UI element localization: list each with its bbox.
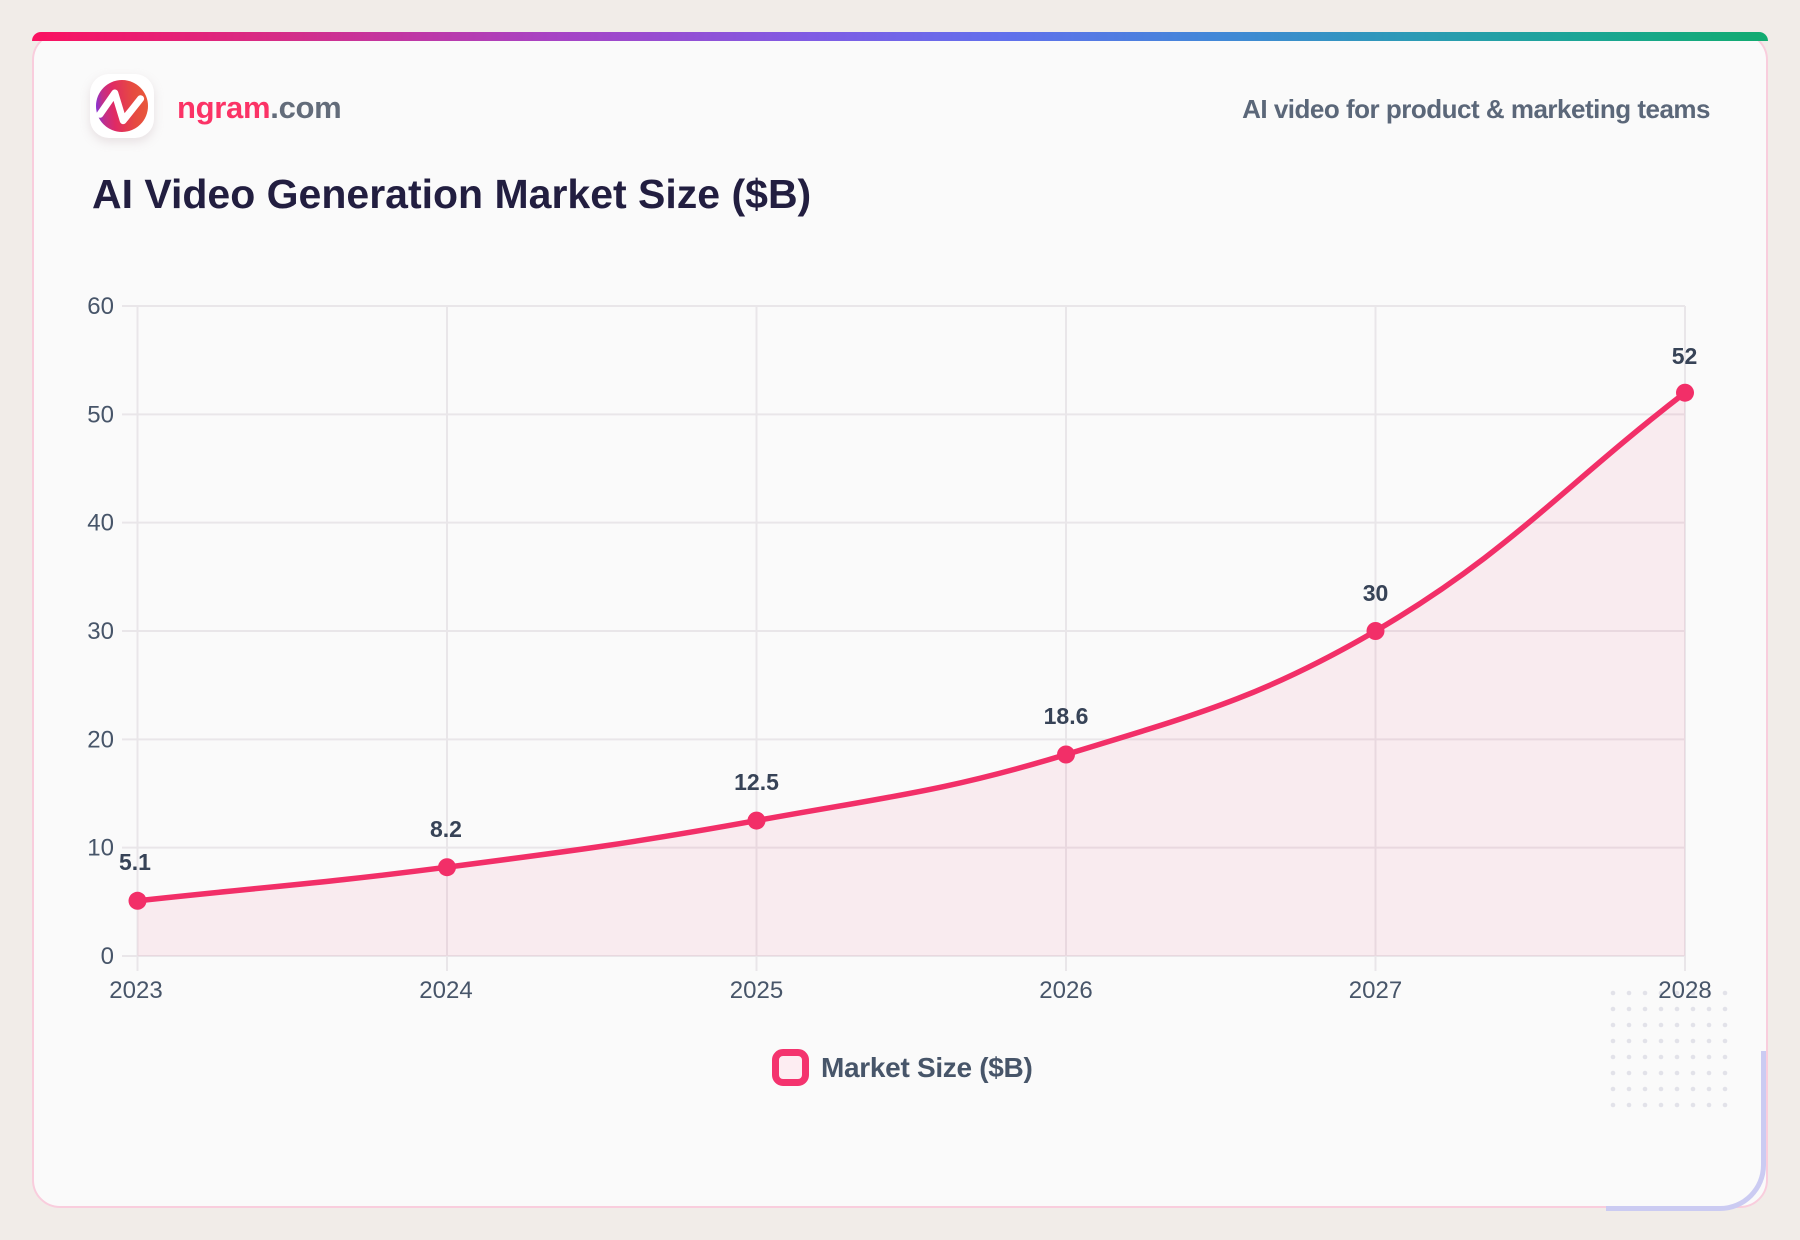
svg-text:52: 52: [1672, 343, 1698, 369]
svg-text:50: 50: [87, 401, 114, 428]
svg-text:2028: 2028: [1658, 977, 1711, 1004]
svg-text:2024: 2024: [419, 977, 472, 1004]
svg-text:30: 30: [1363, 580, 1389, 606]
svg-text:40: 40: [87, 510, 114, 537]
svg-text:2026: 2026: [1039, 977, 1092, 1004]
svg-text:20: 20: [87, 726, 114, 753]
svg-text:5.1: 5.1: [119, 849, 151, 875]
svg-text:12.5: 12.5: [734, 769, 779, 795]
svg-text:60: 60: [87, 293, 114, 320]
svg-text:0: 0: [101, 943, 114, 970]
svg-text:10: 10: [87, 835, 114, 862]
svg-text:18.6: 18.6: [1044, 703, 1089, 729]
svg-text:30: 30: [87, 618, 114, 645]
svg-text:2025: 2025: [730, 977, 783, 1004]
svg-text:2027: 2027: [1349, 977, 1402, 1004]
svg-text:8.2: 8.2: [430, 816, 462, 842]
svg-text:2023: 2023: [109, 977, 162, 1004]
